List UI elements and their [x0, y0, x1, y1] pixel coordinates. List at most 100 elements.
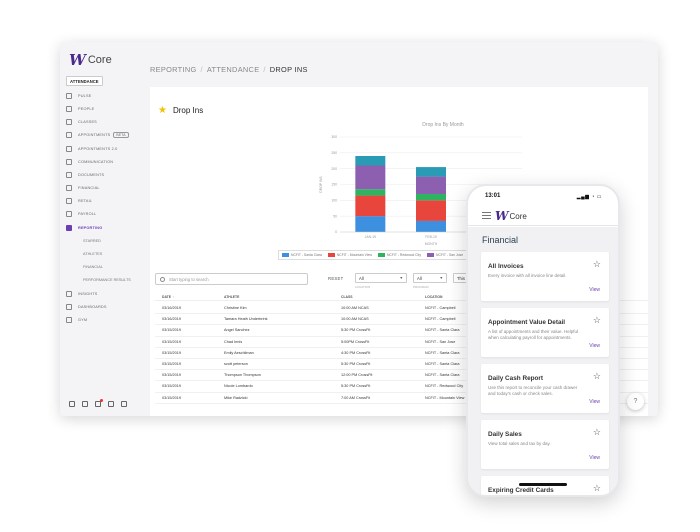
breadcrumb-current: Drop Ins	[269, 65, 308, 74]
view-link[interactable]: View	[589, 455, 600, 461]
view-link[interactable]: View	[589, 399, 600, 405]
sort-arrow-icon[interactable]: ↑	[173, 295, 175, 299]
legend-item[interactable]: NCFIT - Redwood City	[377, 253, 421, 257]
location-select-value: All	[359, 275, 364, 281]
report-title: Expiring Credit Cards	[488, 487, 554, 494]
program-select[interactable]: All ▼	[413, 273, 447, 283]
sidebar-item-appointments[interactable]: Appointments BETA	[66, 129, 138, 142]
sidebar-item-reporting[interactable]: Reporting	[66, 221, 138, 234]
brand-mark: W	[69, 51, 86, 69]
star-outline-icon[interactable]: ☆	[592, 315, 601, 325]
signal-wifi-battery-icon: ▂▄▆ ◔ ▭	[576, 194, 602, 200]
report-card[interactable]: Expiring Credit Cards ☆	[481, 476, 609, 495]
cell-athlete: Chad Innis	[224, 339, 243, 344]
person-icon[interactable]	[69, 401, 75, 407]
phone-time: 13:01	[485, 193, 501, 199]
sidebar-item-label: Insights	[78, 291, 98, 296]
breadcrumb-reporting[interactable]: Reporting	[150, 65, 197, 74]
grid-icon[interactable]	[108, 401, 114, 407]
table-row[interactable]: 03/15/2019 Emily Aeschliman 4:30 PM CrossF…	[155, 348, 648, 359]
legend-item[interactable]: NCFIT - Mountain View	[327, 253, 372, 257]
report-card[interactable]: Daily Cash Report Use this report to reco…	[481, 364, 609, 413]
star-icon[interactable]: ★	[158, 105, 167, 116]
sidebar-item-financial[interactable]: Financial	[66, 182, 138, 195]
column-location[interactable]: Location	[425, 295, 443, 299]
report-card[interactable]: Appointment Value Detail A list of appoin…	[481, 308, 609, 357]
sidebar-item-insights[interactable]: Insights	[66, 287, 138, 300]
breadcrumb-attendance[interactable]: Attendance	[206, 65, 260, 74]
sidebar-item-appointments-2-0[interactable]: Appointments 2.0	[66, 142, 138, 155]
sidebar-item-retail[interactable]: Retail	[66, 195, 138, 208]
page-title-text: Drop Ins	[172, 106, 204, 115]
column-athlete[interactable]: Athlete	[224, 295, 240, 299]
report-title: Appointment Value Detail	[488, 319, 566, 326]
brand-logo[interactable]: W Core	[69, 51, 112, 69]
subnav-item-athletes[interactable]: Athletes	[83, 252, 103, 257]
beta-badge: BETA	[113, 132, 129, 139]
star-outline-icon[interactable]: ☆	[592, 259, 601, 269]
sidebar-item-payroll[interactable]: Payroll	[66, 208, 138, 221]
subnav-item-attendance[interactable]: Attendance	[66, 76, 103, 86]
star-outline-icon[interactable]: ☆	[592, 371, 601, 381]
phone-brand-name: Core	[509, 211, 527, 221]
cell-date: 03/15/2019	[162, 362, 182, 366]
dollar-icon	[66, 185, 72, 192]
star-outline-icon[interactable]: ☆	[592, 427, 601, 437]
breadcrumb: Reporting / Attendance / Drop Ins	[150, 65, 308, 74]
bar-segment	[416, 200, 446, 221]
cell-date: 03/15/2019	[162, 395, 182, 400]
sidebar-item-label: Communication	[78, 159, 114, 164]
sidebar-item-people[interactable]: People	[66, 102, 138, 115]
help-button[interactable]: ?	[627, 393, 644, 410]
cell-location: NCFIT - Mountain View	[425, 395, 465, 400]
cell-class: 5:30 PM CrossFit	[341, 362, 371, 366]
home-indicator[interactable]	[519, 483, 567, 486]
table-row[interactable]: 03/15/2019 Mike Radzicki 7:00 AM CrossFit N…	[155, 393, 648, 404]
sidebar-item-documents[interactable]: Documents	[66, 168, 138, 181]
report-card[interactable]: Daily Sales View total sales and tax by d…	[481, 420, 609, 469]
view-link[interactable]: View	[589, 343, 600, 349]
sidebar-item-dashboards[interactable]: Dashboards	[66, 300, 138, 313]
subnav-item-starred[interactable]: Starred	[83, 238, 101, 243]
sidebar-item-classes[interactable]: Classes	[66, 116, 138, 129]
sidebar-item-pulse[interactable]: Pulse	[66, 89, 138, 102]
y-tick-label: 100	[331, 199, 337, 203]
cell-athlete: scott peterson	[224, 362, 248, 366]
cell-class: 10:00 AM NCAS	[341, 306, 369, 310]
folder-icon	[66, 171, 72, 178]
cell-athlete: Thompson Thompson	[224, 373, 261, 378]
location-select[interactable]: All ▼	[355, 273, 407, 283]
cell-location: NCFIT - Santa Clara	[425, 362, 460, 366]
table-row[interactable]: 03/15/2019 Thompson Thompson 12:00 PM Cros…	[155, 370, 648, 382]
legend-item[interactable]: NCFIT - San Jose	[427, 253, 463, 257]
table-row[interactable]: 03/16/2019 Christine Kim 10:00 AM NCAS NCFI…	[155, 303, 648, 315]
hamburger-menu-icon[interactable]	[482, 212, 491, 219]
bell-icon[interactable]	[95, 399, 103, 407]
y-tick-label: 200	[331, 167, 337, 171]
table-row[interactable]: 03/15/2019 Angel Sanchez 5:30 PM CrossFit N…	[155, 325, 648, 337]
subnav-item-financial[interactable]: Financial	[83, 265, 103, 270]
chart-legend: NCFIT - Santa Clara NCFIT - Mountain View…	[278, 250, 468, 260]
subnav-item-performance-results[interactable]: Performance Results	[83, 278, 131, 283]
table-row[interactable]: 03/15/2019 Chad Innis 5:00PM CrossFit NCFIT…	[155, 337, 648, 348]
payroll-icon	[66, 211, 72, 218]
table-row[interactable]: 03/15/2019 Nicole Lombardo 5:30 PM CrossFi…	[155, 381, 648, 393]
search-icon[interactable]	[121, 401, 127, 407]
report-card[interactable]: All Invoices Every invoice with all invoi…	[481, 252, 609, 301]
column-date[interactable]: Date	[162, 295, 171, 299]
store-icon[interactable]	[82, 401, 88, 407]
column-class[interactable]: Class	[341, 295, 353, 299]
view-link[interactable]: View	[589, 287, 600, 293]
sidebar-item-gym[interactable]: Gym	[66, 313, 138, 326]
table-row[interactable]: 03/15/2019 scott peterson 5:30 PM CrossFit…	[155, 359, 648, 371]
star-outline-icon[interactable]: ☆	[592, 483, 601, 493]
report-description: Every invoice with all invoice line deta…	[488, 273, 567, 278]
legend-item[interactable]: NCFIT - Santa Clara	[282, 253, 322, 257]
reset-button[interactable]: RESET	[328, 276, 344, 281]
program-select-label: Program	[413, 285, 429, 289]
table-row[interactable]: 03/16/2019 Tamara Heath Underbrink 10:00 A…	[155, 314, 648, 326]
search-icon	[160, 276, 165, 282]
sidebar-item-communication[interactable]: Communication	[66, 155, 138, 168]
search-input[interactable]: Start typing to search	[155, 273, 308, 285]
